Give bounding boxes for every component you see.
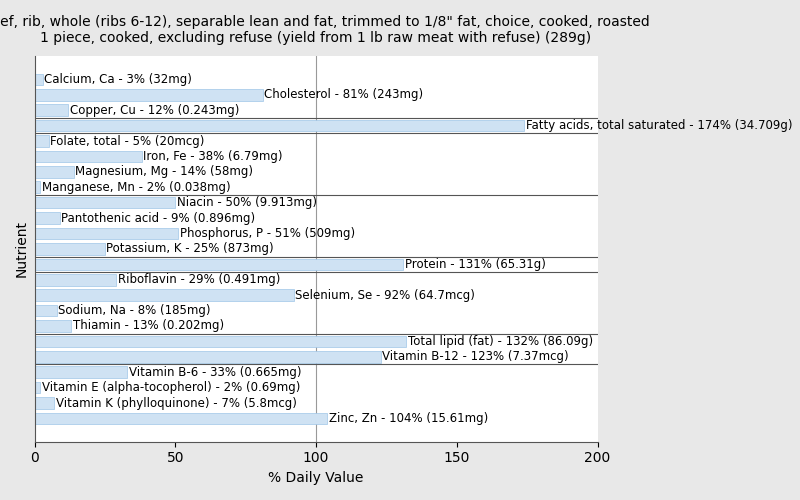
Bar: [34, 397, 54, 409]
Text: Phosphorus, P - 51% (509mg): Phosphorus, P - 51% (509mg): [179, 227, 354, 240]
Bar: [34, 305, 57, 316]
Text: Vitamin K (phylloquinone) - 7% (5.8mcg): Vitamin K (phylloquinone) - 7% (5.8mcg): [56, 396, 297, 409]
Bar: [34, 382, 40, 394]
Bar: [34, 243, 105, 254]
Bar: [34, 351, 381, 362]
Text: Folate, total - 5% (20mcg): Folate, total - 5% (20mcg): [50, 134, 205, 147]
Text: Selenium, Se - 92% (64.7mcg): Selenium, Se - 92% (64.7mcg): [295, 288, 475, 302]
Bar: [34, 228, 178, 239]
Title: Beef, rib, whole (ribs 6-12), separable lean and fat, trimmed to 1/8" fat, choic: Beef, rib, whole (ribs 6-12), separable …: [0, 15, 650, 45]
Text: Total lipid (fat) - 132% (86.09g): Total lipid (fat) - 132% (86.09g): [407, 335, 593, 348]
Text: Fatty acids, total saturated - 174% (34.709g): Fatty acids, total saturated - 174% (34.…: [526, 119, 792, 132]
Bar: [34, 320, 71, 332]
Text: Vitamin B-6 - 33% (0.665mg): Vitamin B-6 - 33% (0.665mg): [129, 366, 302, 378]
Bar: [34, 104, 68, 116]
Text: Calcium, Ca - 3% (32mg): Calcium, Ca - 3% (32mg): [45, 73, 192, 86]
Text: Potassium, K - 25% (873mg): Potassium, K - 25% (873mg): [106, 242, 274, 256]
Bar: [34, 197, 175, 208]
Text: Magnesium, Mg - 14% (58mg): Magnesium, Mg - 14% (58mg): [75, 166, 254, 178]
Text: Iron, Fe - 38% (6.79mg): Iron, Fe - 38% (6.79mg): [143, 150, 282, 163]
Bar: [34, 120, 524, 132]
Bar: [34, 366, 127, 378]
Bar: [34, 136, 49, 147]
Text: Riboflavin - 29% (0.491mg): Riboflavin - 29% (0.491mg): [118, 273, 280, 286]
Y-axis label: Nutrient: Nutrient: [15, 220, 29, 278]
Text: Zinc, Zn - 104% (15.61mg): Zinc, Zn - 104% (15.61mg): [329, 412, 488, 425]
Text: Pantothenic acid - 9% (0.896mg): Pantothenic acid - 9% (0.896mg): [62, 212, 255, 224]
Bar: [34, 166, 74, 177]
Bar: [34, 412, 327, 424]
Bar: [34, 290, 294, 301]
Bar: [34, 212, 60, 224]
Text: Niacin - 50% (9.913mg): Niacin - 50% (9.913mg): [177, 196, 317, 209]
Bar: [34, 89, 262, 101]
Bar: [34, 258, 403, 270]
Text: Sodium, Na - 8% (185mg): Sodium, Na - 8% (185mg): [58, 304, 211, 317]
Text: Cholesterol - 81% (243mg): Cholesterol - 81% (243mg): [264, 88, 423, 102]
Text: Thiamin - 13% (0.202mg): Thiamin - 13% (0.202mg): [73, 320, 224, 332]
Bar: [34, 150, 142, 162]
Text: Vitamin B-12 - 123% (7.37mcg): Vitamin B-12 - 123% (7.37mcg): [382, 350, 569, 364]
Bar: [34, 274, 116, 285]
Text: Copper, Cu - 12% (0.243mg): Copper, Cu - 12% (0.243mg): [70, 104, 239, 117]
Text: Manganese, Mn - 2% (0.038mg): Manganese, Mn - 2% (0.038mg): [42, 181, 230, 194]
X-axis label: % Daily Value: % Daily Value: [268, 471, 364, 485]
Text: Vitamin E (alpha-tocopherol) - 2% (0.69mg): Vitamin E (alpha-tocopherol) - 2% (0.69m…: [42, 381, 300, 394]
Text: Protein - 131% (65.31g): Protein - 131% (65.31g): [405, 258, 546, 271]
Bar: [34, 74, 43, 85]
Bar: [34, 336, 406, 347]
Bar: [34, 182, 40, 193]
